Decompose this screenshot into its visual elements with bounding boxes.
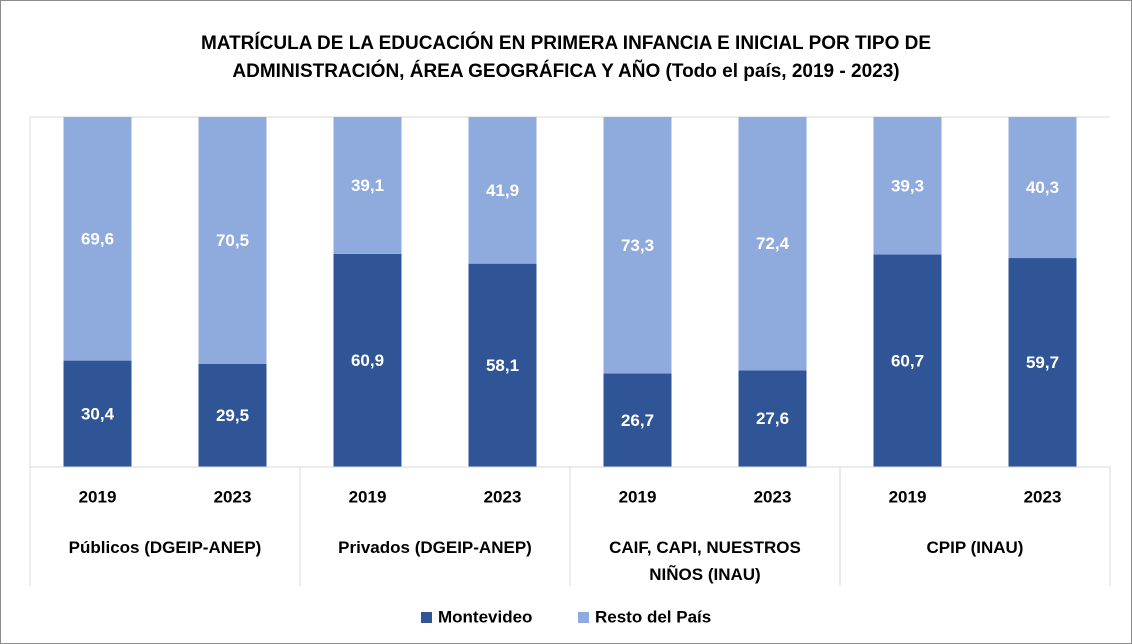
- group-label-box: Privados (DGEIP-ANEP): [338, 538, 532, 557]
- x-tick-label: 2023: [484, 487, 522, 506]
- bar-segment: [333, 117, 402, 254]
- legend-swatch: [578, 612, 589, 623]
- data-label: 26,7: [621, 411, 654, 430]
- group-label-box: CPIP (INAU): [926, 538, 1024, 557]
- legend-label: Resto del País: [595, 607, 711, 626]
- x-tick-label: 2019: [79, 487, 117, 506]
- data-label: 30,4: [81, 404, 115, 423]
- group-label: CPIP (INAU): [926, 538, 1024, 557]
- data-label: 60,7: [891, 351, 924, 370]
- bar-segment: [1008, 117, 1077, 259]
- bar-segment: [873, 117, 942, 255]
- bar-segment: [63, 360, 132, 467]
- title-box: MATRÍCULA DE LA EDUCACIÓN EN PRIMERA INF…: [200, 33, 932, 82]
- data-label: 59,7: [1026, 353, 1059, 372]
- legend-swatch: [421, 612, 432, 623]
- data-label: 73,3: [621, 236, 654, 255]
- group-label: CAIF, CAPI, NUESTROS NIÑOS (INAU): [609, 538, 801, 584]
- data-label: 27,6: [756, 409, 789, 428]
- group-label: Públicos (DGEIP-ANEP): [68, 538, 262, 557]
- bar-segment: [333, 253, 402, 467]
- data-label: 40,3: [1026, 178, 1059, 197]
- group-label-box: CAIF, CAPI, NUESTROS NIÑOS (INAU): [609, 538, 801, 584]
- bar-segment: [738, 370, 807, 467]
- x-tick-label: 2019: [619, 487, 657, 506]
- bar-segment: [873, 254, 942, 467]
- bar-segment: [603, 117, 672, 374]
- data-label: 60,9: [351, 351, 384, 370]
- data-label: 39,1: [351, 176, 384, 195]
- x-tick-label: 2019: [889, 487, 927, 506]
- data-label: 29,5: [216, 406, 249, 425]
- data-label: 58,1: [486, 356, 519, 375]
- bar-segment: [198, 363, 267, 467]
- x-tick-label: 2023: [214, 487, 252, 506]
- bar-segment: [1008, 258, 1077, 467]
- x-tick-label: 2019: [349, 487, 387, 506]
- data-label: 70,5: [216, 231, 249, 250]
- group-label-box: Públicos (DGEIP-ANEP): [68, 538, 262, 557]
- data-label: 69,6: [81, 229, 114, 248]
- data-label: 72,4: [756, 234, 790, 253]
- legend-label: Montevideo: [438, 607, 532, 626]
- bar-segment: [468, 117, 537, 264]
- x-tick-label: 2023: [754, 487, 792, 506]
- bar-segment: [738, 117, 807, 371]
- bar-segment: [63, 117, 132, 361]
- data-label: 39,3: [891, 176, 924, 195]
- bar-segment: [603, 373, 672, 467]
- bar-segment: [198, 117, 267, 364]
- group-label: Privados (DGEIP-ANEP): [338, 538, 532, 557]
- chart-title: MATRÍCULA DE LA EDUCACIÓN EN PRIMERA INF…: [200, 33, 932, 82]
- bar-segment: [468, 263, 537, 467]
- x-tick-label: 2023: [1024, 487, 1062, 506]
- data-label: 41,9: [486, 181, 519, 200]
